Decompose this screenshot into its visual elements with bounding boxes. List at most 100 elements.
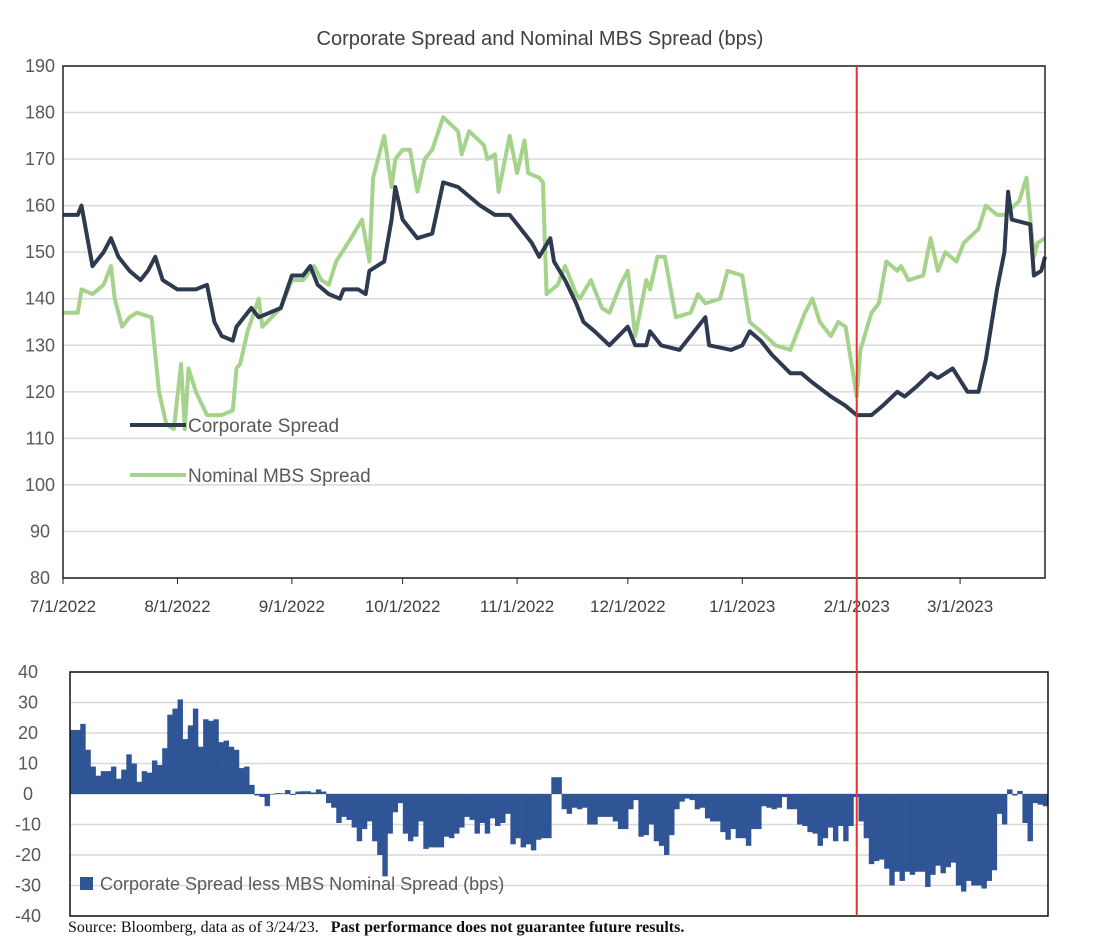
- difference-bar: [561, 794, 567, 810]
- y-tick-label: 140: [25, 289, 55, 309]
- y-tick-label: -20: [15, 845, 41, 865]
- difference-bar: [105, 771, 112, 795]
- difference-bar: [116, 778, 122, 794]
- difference-bar: [1007, 789, 1013, 794]
- y-tick-label: 30: [18, 693, 38, 713]
- difference-bar: [628, 794, 634, 810]
- difference-bar: [807, 794, 813, 833]
- difference-bar: [172, 708, 178, 794]
- y-tick-label: 160: [25, 196, 55, 216]
- difference-bar: [684, 794, 690, 799]
- difference-bar: [320, 791, 327, 794]
- difference-bar: [397, 794, 404, 804]
- difference-bar: [218, 742, 224, 794]
- y-tick-label: -30: [15, 876, 41, 896]
- difference-bar: [582, 794, 588, 808]
- difference-bar: [735, 794, 742, 839]
- difference-bar: [274, 793, 281, 794]
- difference-bar: [459, 794, 465, 828]
- difference-bar: [505, 794, 511, 814]
- y-tick-label: 150: [25, 242, 55, 262]
- difference-bar: [894, 794, 900, 872]
- difference-bar: [484, 794, 491, 834]
- difference-bar: [838, 794, 844, 827]
- difference-bar: [341, 794, 347, 817]
- difference-bar: [1012, 794, 1018, 796]
- difference-bar: [151, 760, 158, 794]
- difference-bar: [366, 794, 373, 822]
- difference-bar: [786, 794, 793, 810]
- difference-bar: [464, 794, 470, 817]
- source-note: Source: Bloomberg, data as of 3/24/23. P…: [68, 919, 684, 937]
- difference-bar: [812, 794, 818, 834]
- y-tick-label: 100: [25, 475, 55, 495]
- difference-bar: [100, 771, 107, 795]
- difference-bar: [279, 793, 286, 794]
- top-y-axis: 80 90 100 110 120 130 140 150 160 170 180 190: [25, 56, 55, 588]
- difference-bar: [730, 794, 736, 830]
- difference-bar: [633, 794, 639, 801]
- difference-bar: [356, 794, 363, 842]
- difference-bar: [960, 794, 967, 892]
- difference-bar: [228, 746, 235, 794]
- difference-bar: [290, 794, 296, 795]
- difference-bar: [515, 794, 521, 839]
- y-tick-label: 80: [30, 568, 50, 588]
- difference-bar: [848, 794, 854, 827]
- difference-bar: [315, 789, 322, 794]
- difference-bar: [745, 794, 752, 846]
- difference-bar: [663, 794, 670, 855]
- difference-bar: [402, 794, 409, 834]
- difference-bar: [648, 794, 655, 825]
- difference-bar: [351, 794, 358, 828]
- difference-bar: [689, 794, 695, 801]
- difference-bar: [126, 754, 132, 794]
- y-tick-label: 130: [25, 335, 55, 355]
- difference-bar: [658, 794, 665, 846]
- difference-bar: [264, 794, 270, 807]
- difference-bar: [494, 794, 501, 827]
- difference-bar: [827, 794, 834, 828]
- difference-bar: [991, 794, 998, 871]
- x-tick-label: 12/1/2022: [590, 597, 666, 616]
- difference-bar: [336, 794, 342, 823]
- difference-bar: [500, 794, 506, 823]
- difference-bar: [407, 794, 414, 842]
- difference-bar: [863, 794, 870, 839]
- bottom-y-axis: -40 -30 -20 -10 0 10 20 30 40: [15, 662, 41, 926]
- mbs-spread-line: [63, 115, 1047, 432]
- difference-bar: [766, 794, 772, 808]
- difference-bar: [909, 794, 916, 875]
- difference-bar: [623, 794, 629, 830]
- difference-bar: [192, 708, 199, 794]
- difference-bar: [930, 794, 936, 875]
- difference-bar: [868, 794, 875, 865]
- difference-bar: [546, 794, 552, 839]
- x-tick-label: 10/1/2022: [365, 597, 441, 616]
- difference-bar: [1042, 794, 1049, 807]
- difference-bar: [377, 794, 383, 855]
- difference-bar: [90, 766, 96, 794]
- difference-bar: [448, 794, 455, 839]
- difference-bar: [223, 740, 230, 795]
- difference-bar: [418, 794, 424, 822]
- difference-bar: [392, 794, 399, 813]
- difference-bar: [817, 794, 823, 846]
- difference-bar: [254, 794, 260, 796]
- difference-bar: [551, 777, 557, 794]
- difference-bar: [710, 794, 716, 822]
- top-x-axis: 7/1/2022 8/1/2022 9/1/2022 10/1/2022 11/1/20…: [30, 578, 993, 616]
- corporate-spread-line: [63, 180, 1047, 418]
- y-tick-label: 110: [26, 428, 55, 448]
- y-tick-label: 180: [25, 103, 55, 123]
- top-legend: Corporate Spread Nominal MBS Spread: [130, 416, 371, 487]
- difference-bar: [530, 794, 537, 851]
- difference-bar: [387, 794, 393, 834]
- difference-bar: [781, 794, 788, 798]
- difference-bar: [612, 794, 619, 822]
- difference-bar: [858, 794, 864, 822]
- difference-bar: [679, 794, 685, 802]
- difference-bar: [310, 792, 317, 794]
- difference-bar: [971, 794, 977, 886]
